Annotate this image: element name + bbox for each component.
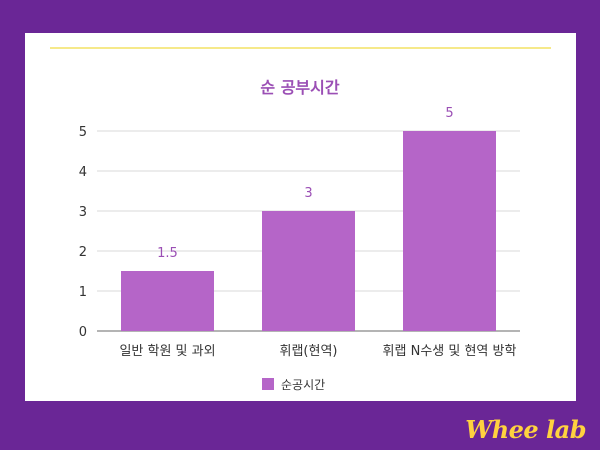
y-tick-label: 3 xyxy=(79,205,87,220)
legend-swatch xyxy=(262,378,274,390)
y-tick-label: 2 xyxy=(79,245,87,260)
data-label: 3 xyxy=(304,186,312,201)
legend-label: 순공시간 xyxy=(281,378,325,392)
bar xyxy=(262,211,355,331)
data-label: 5 xyxy=(445,106,453,121)
data-label: 1.5 xyxy=(157,246,178,261)
bar xyxy=(403,131,496,331)
wheelab-logo: Whee lab xyxy=(465,415,586,444)
y-tick-label: 5 xyxy=(79,125,87,140)
y-tick-label: 0 xyxy=(79,325,87,340)
y-tick-label: 1 xyxy=(79,285,87,300)
chart-title: 순 공부시간 xyxy=(260,78,339,97)
y-tick-label: 4 xyxy=(79,165,87,180)
x-tick-label: 일반 학원 및 과외 xyxy=(119,344,215,359)
bar xyxy=(121,271,214,331)
x-tick-label: 휘랩 N수생 및 현역 방학 xyxy=(383,344,517,359)
top-divider xyxy=(50,47,551,49)
x-tick-label: 휘랩(현역) xyxy=(280,344,338,359)
